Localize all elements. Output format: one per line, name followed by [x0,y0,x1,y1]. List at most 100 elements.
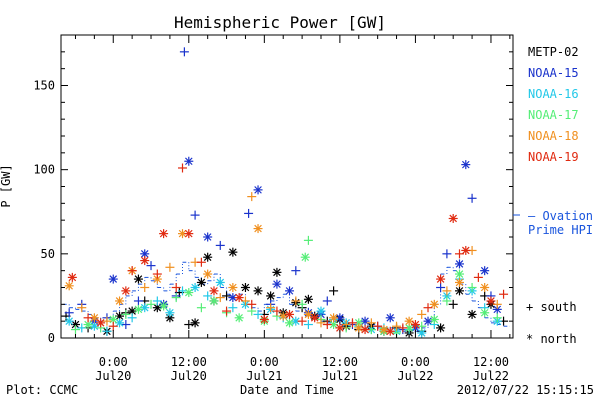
marker-stroke [191,283,199,292]
noaa-19-point-north [448,213,458,223]
marker-stroke [266,292,275,300]
noaa-17-point-south [417,321,427,331]
metp-02-point-north [253,286,263,296]
marker-stroke [436,324,445,332]
marker-stroke [229,293,237,302]
noaa-15-point-north [385,313,395,323]
marker-stroke [159,229,168,238]
noaa-18-point-south [165,262,175,272]
noaa-18-point-south [316,318,326,328]
noaa-19-point-south [423,303,433,313]
noaa-19-point-south [272,306,282,316]
marker-stroke [65,317,73,325]
noaa-19-point-north [96,318,106,328]
noaa-16-point-south [177,286,187,296]
metp-02-point-south [222,291,232,301]
x-axis-label: Date and Time [240,383,334,397]
noaa-17-point-north [480,308,490,318]
marker-stroke [329,320,338,329]
noaa-18-point-south [140,283,150,292]
noaa-17-point-south [297,299,307,309]
marker-stroke [166,308,174,317]
marker-stroke [430,315,439,324]
noaa-19-point-south [247,299,257,309]
noaa-15-point-north [203,232,213,242]
noaa-19-point-north [461,245,471,255]
noaa-19-point-south [322,320,332,330]
noaa-15-point-north [480,266,490,276]
noaa-19-point-north [140,256,150,266]
marker-stroke [216,278,225,287]
noaa-19-point-south [196,257,206,267]
marker-stroke [436,275,445,283]
x-tick-label: 12:00 [322,355,358,369]
marker-stroke [336,324,344,332]
marker-stroke [140,250,149,258]
noaa-16-point-south [203,291,213,301]
metp-02-point-north [70,320,80,330]
noaa-16-point-north [316,306,326,316]
marker-stroke [310,314,319,322]
marker-stroke [329,314,338,322]
noaa-18-point-north [89,313,99,323]
noaa-15-point-south [244,208,254,218]
noaa-19-point-north [486,296,496,306]
noaa-16-point-north [64,316,74,326]
marker-stroke [455,270,464,278]
marker-stroke [449,214,457,223]
axes-layer: 0501001500:00Jul2012:00Jul200:00Jul2112:… [33,35,513,383]
noaa-15-point-south [436,283,446,292]
marker-stroke [210,287,218,295]
marker-stroke [68,273,77,282]
marker-stroke [134,305,143,314]
noaa-15-point-north [108,274,118,284]
x-tick-date-label: Jul21 [246,369,282,383]
footer-timestamp: 2012/07/22 15:15:15 [457,383,594,397]
marker-stroke [380,325,388,334]
noaa-18-point-south [392,321,402,331]
x-tick-label: 12:00 [473,355,509,369]
noaa-18-point-north [64,281,74,291]
marker-stroke [115,297,124,305]
legend-south-marker: + south [526,300,577,314]
noaa-19-point-north [360,325,370,335]
metp-02-point-north [190,318,200,328]
metp-02-point-south [329,286,339,296]
metp-02-point-north [266,291,276,301]
metp-02-point-south [448,299,458,309]
marker-stroke [455,260,464,268]
noaa-17-point-south [467,283,477,292]
marker-stroke [153,275,162,283]
noaa-18-point-north [329,313,339,323]
legend-entry-metp-02: METP-02 [528,45,579,59]
noaa-19-point-south [398,323,408,333]
noaa-15-point-south [291,266,301,276]
noaa-19-point-north [410,320,420,330]
noaa-16-point-south [253,309,263,319]
noaa-16-point-south [152,296,162,306]
marker-stroke [96,319,105,327]
noaa-17-point-north [300,252,310,262]
noaa-19-point-south [222,306,232,316]
noaa-17-point-north [285,318,295,328]
noaa-18-point-north [278,311,288,321]
noaa-18-point-south [102,316,112,326]
noaa-17-point-south [442,296,452,306]
marker-stroke [411,320,420,329]
legend-entry-noaa-19: NOAA-19 [528,150,579,164]
noaa-18-point-north [203,269,213,279]
marker-stroke [480,266,489,275]
marker-stroke [197,278,206,287]
noaa-16-point-south [303,320,313,330]
marker-stroke [109,275,118,283]
marker-stroke [405,324,413,332]
noaa-18-point-north [454,277,464,287]
noaa-16-point-north [140,303,150,313]
marker-stroke [71,320,80,329]
marker-stroke [115,319,124,327]
legend-ovation-label-line2: Prime HPI [528,223,593,237]
noaa-15-point-south [442,249,452,259]
noaa-16-point-north [215,277,225,287]
marker-stroke [122,287,130,295]
marker-stroke [304,310,313,319]
